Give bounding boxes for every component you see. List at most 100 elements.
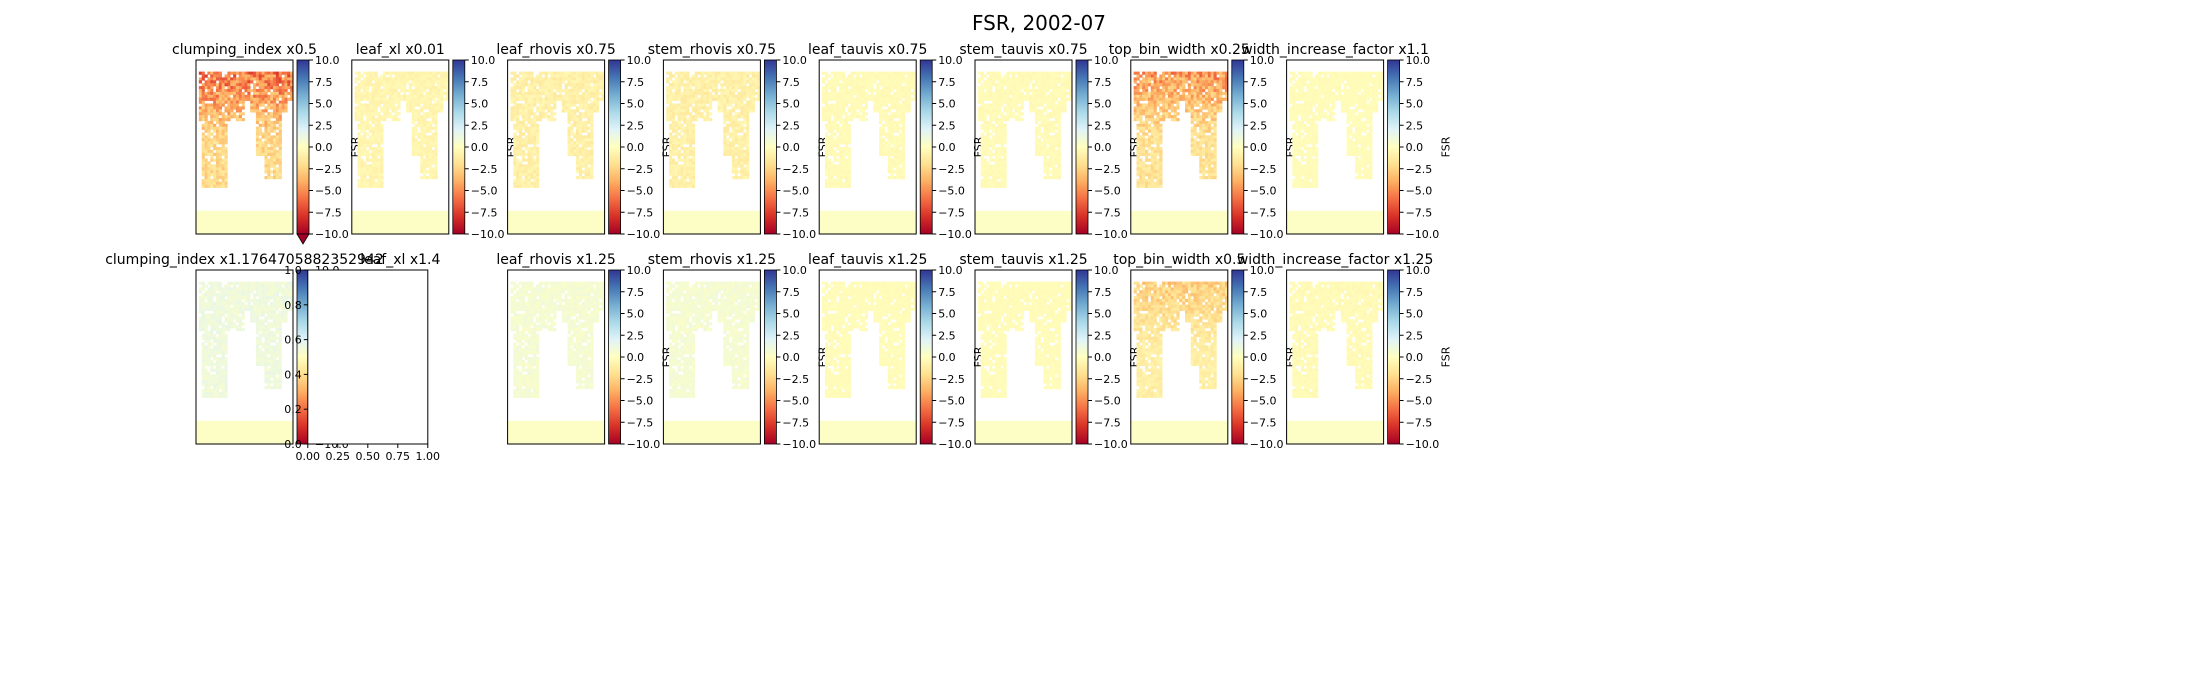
panel-3: stem_rhovis x0.7510.07.55.02.50.0−2.5−5.… [648,42,830,241]
colorbar-tick-label: 7.5 [1094,76,1112,89]
colorbar-tick-label: 5.0 [627,308,645,321]
colorbar-tick-label: 10.0 [782,54,807,67]
colorbar-tick-label: 2.5 [627,329,645,342]
colorbar-label: FSR [1440,136,1453,157]
colorbar-gradient [1388,60,1400,234]
colorbar-tick-label: −10.0 [1406,438,1440,451]
y-tick-label: 0.4 [284,368,302,381]
panel-11: stem_rhovis x1.2510.07.55.02.50.0−2.5−5.… [648,252,830,451]
colorbar-tick-label: 0.0 [782,141,800,154]
heatmap-cells [975,72,1072,235]
heatmap-cells [1131,72,1228,235]
colorbar-tick-label: −7.5 [471,206,498,219]
colorbar-tick-label: 0.0 [1250,141,1268,154]
colorbar-tick-label: −7.5 [315,206,342,219]
colorbar-tick-label: 0.0 [1406,141,1424,154]
colorbar-tick-label: 7.5 [1406,286,1424,299]
colorbar-tick-label: 0.0 [1406,351,1424,364]
colorbar-gradient [1232,60,1244,234]
colorbar-tick-label: 2.5 [938,329,956,342]
panel-title: leaf_rhovis x1.25 [496,252,615,268]
colorbar-tick-label: −5.0 [782,395,809,408]
y-tick-label: 0.8 [284,299,302,312]
colorbar-gradient [920,270,932,444]
colorbar-tick-label: −2.5 [782,373,809,386]
colorbar-tick-label: −7.5 [1094,206,1121,219]
colorbar-tick-label: −5.0 [1250,395,1277,408]
colorbar-gradient [297,270,309,444]
panel-title: leaf_rhovis x0.75 [496,42,615,58]
colorbar-tick-label: 0.0 [627,351,645,364]
colorbar-tick-label: 7.5 [938,286,956,299]
colorbar-tick-label: 2.5 [938,119,956,132]
colorbar-tick-label: −2.5 [1250,163,1277,176]
y-tick-label: 0.6 [284,334,302,347]
colorbar-tick-label: −2.5 [1406,373,1433,386]
colorbar-tick-label: −7.5 [1094,416,1121,429]
colorbar-tick-label: 0.0 [627,141,645,154]
colorbar-gradient [297,60,309,234]
colorbar-tick-label: −5.0 [1094,185,1121,198]
colorbar-tick-label: 0.0 [782,351,800,364]
panel-4: leaf_tauvis x0.7510.07.55.02.50.0−2.5−5.… [808,42,985,241]
heatmap-cells [1131,282,1228,445]
panel-5: stem_tauvis x0.7510.07.55.02.50.0−2.5−5.… [959,42,1141,241]
colorbar-tick-label: 5.0 [627,98,645,111]
heatmap-cells [663,282,760,445]
colorbar-tick-label: −2.5 [782,163,809,176]
colorbar-tick-label: 2.5 [1094,329,1112,342]
panel-title: leaf_xl x1.4 [360,252,440,268]
colorbar-tick-label: 7.5 [627,286,645,299]
colorbar-tick-label: 5.0 [1406,98,1424,111]
panel-title: leaf_tauvis x1.25 [808,252,927,268]
colorbar-tick-label: −7.5 [938,416,965,429]
colorbar-tick-label: −5.0 [1406,395,1433,408]
panel-title: stem_tauvis x0.75 [959,42,1087,58]
colorbar-tick-label: 5.0 [938,98,956,111]
y-tick-label: 1.0 [284,264,302,277]
colorbar-tick-label: 10.0 [1406,264,1431,277]
panel-title: stem_tauvis x1.25 [959,252,1087,268]
panel-10: leaf_rhovis x1.2510.07.55.02.50.0−2.5−5.… [496,252,673,451]
heatmap-cells [1287,72,1384,235]
panel-title: width_increase_factor x1.1 [1241,42,1429,58]
colorbar-tick-label: −5.0 [627,395,654,408]
colorbar-tick-label: −5.0 [782,185,809,198]
colorbar-gradient [453,60,465,234]
colorbar-tick-label: 0.0 [1094,141,1112,154]
panel-title: top_bin_width x0.5 [1113,252,1245,268]
colorbar-tick-label: −7.5 [1406,206,1433,219]
colorbar-tick-label: 5.0 [471,98,489,111]
colorbar-gradient [609,270,621,444]
colorbar-tick-label: 5.0 [938,308,956,321]
colorbar-tick-label: −2.5 [1406,163,1433,176]
colorbar-tick-label: −5.0 [938,395,965,408]
panel-title: width_increase_factor x1.25 [1237,252,1434,268]
colorbar-tick-label: −7.5 [627,206,654,219]
empty-axes: 0.00 0.25 0.50 0.75 1.000.00.20.40.60.81.0 [284,264,440,463]
colorbar-tick-label: −10.0 [938,228,972,241]
colorbar-tick-label: 2.5 [782,119,800,132]
colorbar-gradient [764,270,776,444]
colorbar-tick-label: −5.0 [938,185,965,198]
panels: clumping_index x0.5 10.0 7.5 5.0 2.5 0.0 −2.5 −… [105,42,1452,463]
colorbar-tick-label: −2.5 [1094,163,1121,176]
heatmap-cells [663,72,760,235]
panel-title: stem_rhovis x0.75 [648,42,776,58]
colorbar-tick-label: −2.5 [471,163,498,176]
colorbar-tick-label: 7.5 [1094,286,1112,299]
panel-0: clumping_index x0.510.07.55.02.50.0−2.5−… [172,42,362,244]
heatmap-cells [508,282,605,445]
colorbar-tick-label: 2.5 [315,119,333,132]
colorbar-tick-label: −5.0 [315,185,342,198]
colorbar-tick-label: −5.0 [471,185,498,198]
panel-13: stem_tauvis x1.2510.07.55.02.50.0−2.5−5.… [959,252,1141,451]
heatmap-cells [819,282,916,445]
colorbar-tick-label: 0.0 [1094,351,1112,364]
panel-2: leaf_rhovis x0.7510.07.55.02.50.0−2.5−5.… [496,42,673,241]
colorbar-tick-label: 5.0 [1406,308,1424,321]
panel-title: clumping_index x0.5 [172,42,317,58]
